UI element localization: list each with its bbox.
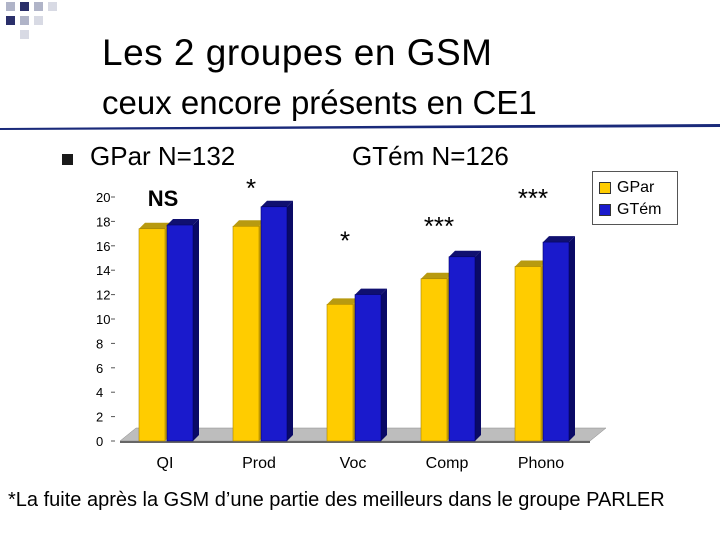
slide-title: Les 2 groupes en GSM	[102, 32, 493, 73]
x-tick-label: Voc	[340, 455, 367, 472]
y-tick-label: 4	[96, 385, 103, 400]
footnote: *La fuite après la GSM d’une partie des …	[8, 489, 665, 511]
legend-item-gpar: GPar	[599, 179, 654, 197]
bar-gtem	[260, 206, 288, 442]
y-tick-label: 20	[96, 190, 110, 205]
y-tick-label: 10	[96, 312, 110, 327]
bar-top-gtem	[355, 288, 387, 295]
legend-item-gtem: GTém	[599, 201, 661, 219]
bar-gtem	[542, 241, 570, 442]
bar-side-gtem	[193, 219, 199, 441]
y-tick-label: 16	[96, 239, 110, 254]
bar-gpar	[232, 225, 260, 442]
y-tick-label: 0	[96, 434, 103, 449]
bar-top-gtem	[261, 200, 293, 207]
bar-top-gpar	[233, 220, 265, 227]
y-tick-label: 8	[96, 336, 103, 351]
bar-top-gpar	[515, 260, 547, 267]
bar-side-gtem	[381, 288, 387, 441]
group-label-gpar: GPar N=132	[90, 141, 236, 171]
bar-gtem	[354, 294, 382, 442]
x-tick-label: Phono	[518, 455, 564, 472]
y-tick-label: 12	[96, 288, 110, 303]
legend-label-gtem: GTém	[617, 201, 662, 218]
group-label-gtem: GTém N=126	[352, 141, 509, 171]
bar-gtem	[448, 256, 476, 442]
bar-top-gtem	[167, 219, 199, 226]
x-tick-label: Prod	[242, 455, 276, 472]
legend-swatch-gpar	[599, 182, 611, 194]
bar-gpar	[138, 228, 166, 442]
bar-gpar	[514, 266, 542, 442]
bar-gtem	[166, 224, 194, 442]
bar-side-gtem	[287, 200, 293, 441]
y-tick-label: 14	[96, 263, 110, 278]
bar-top-gpar	[327, 298, 359, 305]
bar-top-gpar	[421, 272, 453, 279]
bar-top-gpar	[139, 222, 171, 229]
y-tick-label: 6	[96, 361, 103, 376]
bar-gpar	[420, 278, 448, 442]
slide-subtitle: ceux encore présents en CE1	[102, 84, 537, 121]
corner-squares-decoration	[6, 2, 57, 39]
chart-floor-edge	[120, 441, 590, 443]
y-tick-label: 18	[96, 214, 110, 229]
bar-side-gtem	[475, 250, 481, 441]
x-tick-label: Comp	[426, 455, 469, 472]
legend-label-gpar: GPar	[617, 179, 655, 196]
bar-gpar	[326, 304, 354, 442]
bar-side-gtem	[569, 236, 575, 441]
significance-label: ***	[424, 211, 454, 241]
bullet-square	[62, 154, 73, 165]
y-tick-label: 2	[96, 410, 103, 425]
chart-legend: GPar GTém	[592, 171, 678, 225]
significance-label: *	[340, 226, 350, 256]
title-rule	[0, 124, 720, 130]
x-tick-label: QI	[157, 455, 174, 472]
significance-label: NS	[148, 186, 179, 211]
significance-label: ***	[518, 183, 548, 213]
significance-label: *	[246, 173, 256, 203]
bar-top-gtem	[449, 250, 481, 257]
legend-swatch-gtem	[599, 204, 611, 216]
bar-top-gtem	[543, 236, 575, 243]
